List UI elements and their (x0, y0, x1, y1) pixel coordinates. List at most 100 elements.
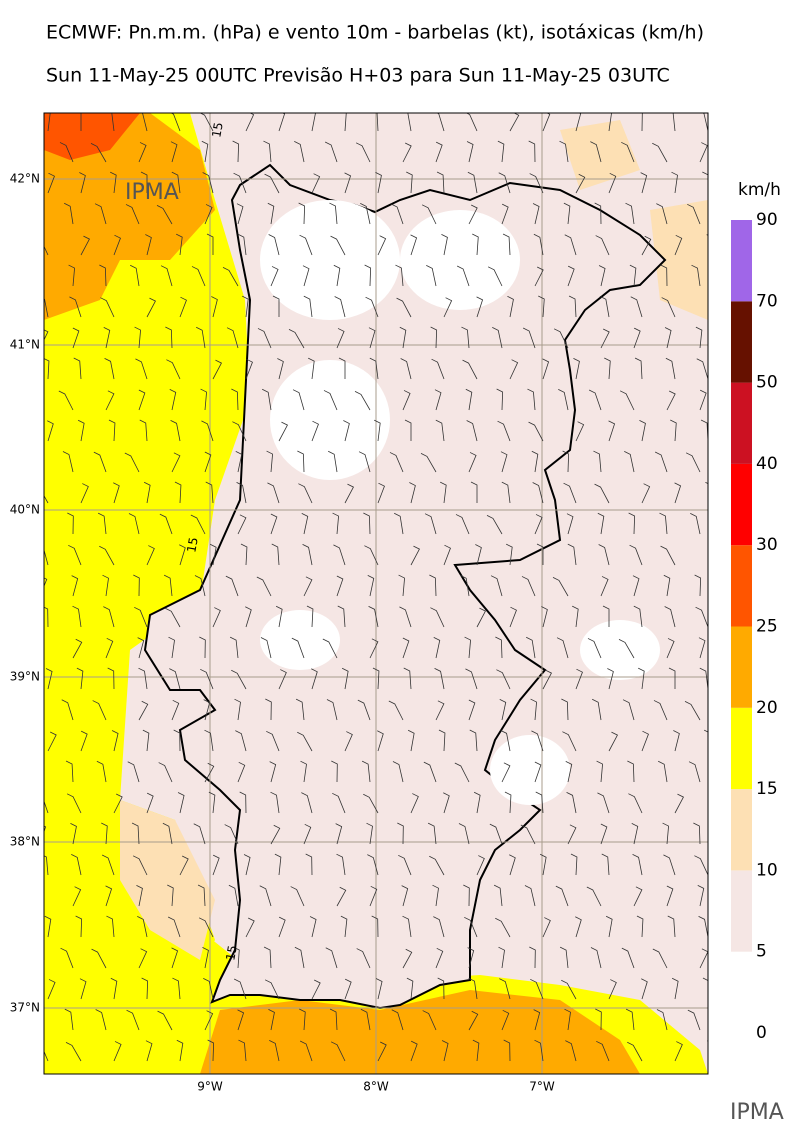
wind-barb (595, 1008, 602, 1031)
wind-barb (433, 637, 441, 659)
wind-barb (575, 421, 585, 442)
wind-barb (534, 514, 543, 535)
wind-barb (656, 1009, 668, 1031)
wind-barb (138, 667, 148, 690)
wind-barb (299, 234, 313, 256)
wind-barb (267, 482, 280, 504)
wind-barb (341, 667, 349, 690)
wind-barb (44, 915, 52, 938)
wind-barb (245, 113, 255, 132)
wind-barb (66, 793, 82, 814)
wind-barb (633, 605, 643, 628)
wind-barb (410, 1040, 418, 1062)
wind-barb (602, 605, 610, 627)
wind-barb (174, 481, 182, 504)
wind-barb (202, 172, 214, 194)
wind-barb (303, 295, 313, 318)
wind-barb (364, 264, 372, 287)
wind-barb (374, 419, 381, 442)
wind-barb (193, 823, 206, 845)
wind-barb (564, 234, 577, 256)
wind-barb (528, 140, 536, 163)
wind-barb (573, 357, 580, 380)
wind-barb (674, 1041, 683, 1062)
wind-barb (435, 419, 445, 442)
wind-barb (47, 731, 57, 752)
wind-barb (498, 172, 511, 194)
wind-barb (441, 233, 448, 256)
wind-barb (44, 494, 49, 504)
wind-barb (306, 605, 314, 628)
wind-barb (454, 762, 470, 783)
wind-barb (542, 358, 550, 380)
wind-barb (134, 326, 141, 349)
contour-label: 15 (223, 944, 239, 961)
wind-barb (475, 544, 482, 566)
wind-barb (472, 233, 479, 256)
wind-barb (608, 979, 617, 1000)
wind-barb (105, 637, 114, 659)
wind-barb (461, 326, 470, 349)
wind-barb (162, 822, 173, 845)
wind-barb (375, 171, 382, 194)
wind-barb (501, 1009, 510, 1031)
wind-barb (422, 1010, 437, 1031)
wind-barb (369, 638, 379, 659)
wind-barb (101, 822, 108, 845)
wind-barb (205, 481, 214, 504)
wind-barb (138, 389, 146, 411)
wind-barb (278, 669, 287, 690)
wind-barb (500, 451, 508, 473)
wind-barb (605, 915, 613, 938)
colorbar-label: 70 (756, 291, 778, 311)
wind-barb (532, 203, 540, 225)
wind-barb (336, 886, 347, 907)
wind-barb (204, 451, 212, 473)
wind-barb (47, 172, 55, 194)
wind-barb (476, 607, 486, 628)
wind-barb (245, 358, 253, 380)
wind-barb (232, 140, 240, 163)
wind-barb (108, 419, 116, 442)
wind-barb (236, 203, 244, 225)
wind-barb (555, 885, 569, 907)
wind-barb (707, 564, 708, 565)
wind-barb (160, 265, 173, 287)
wind-barb (527, 388, 536, 411)
wind-barb (698, 637, 706, 659)
wind-barb (604, 357, 611, 380)
wind-barb (72, 886, 82, 907)
wind-barb (29, 142, 40, 162)
wind-barb (44, 1050, 49, 1062)
wind-barb (31, 699, 40, 720)
wind-barb (264, 173, 280, 194)
wind-barb (473, 791, 481, 814)
wind-barb (443, 792, 450, 814)
wind-barb (298, 483, 313, 504)
wind-barb (61, 699, 74, 721)
wind-barb (567, 265, 575, 287)
wind-barb (438, 729, 446, 752)
wind-barb (431, 358, 445, 380)
wind-barb (163, 574, 173, 597)
wind-barb (72, 327, 80, 349)
wind-barb (344, 731, 353, 752)
wind-barb (464, 636, 471, 659)
wind-barb (59, 142, 74, 163)
wind-barb (328, 450, 338, 473)
wind-barb (427, 822, 437, 845)
wind-barb (575, 113, 582, 132)
wind-barb (224, 824, 239, 845)
wind-barb (403, 667, 412, 690)
wind-barb (435, 700, 445, 721)
wind-barb (542, 113, 551, 132)
wind-barb (462, 359, 478, 380)
wind-barb (430, 326, 438, 349)
wind-barb (226, 327, 239, 349)
wind-barb (100, 297, 115, 318)
wind-barb (601, 853, 610, 876)
wind-barb (504, 791, 512, 814)
wind-barb (639, 419, 646, 442)
wind-barb (392, 761, 404, 783)
wind-barb (430, 607, 445, 628)
